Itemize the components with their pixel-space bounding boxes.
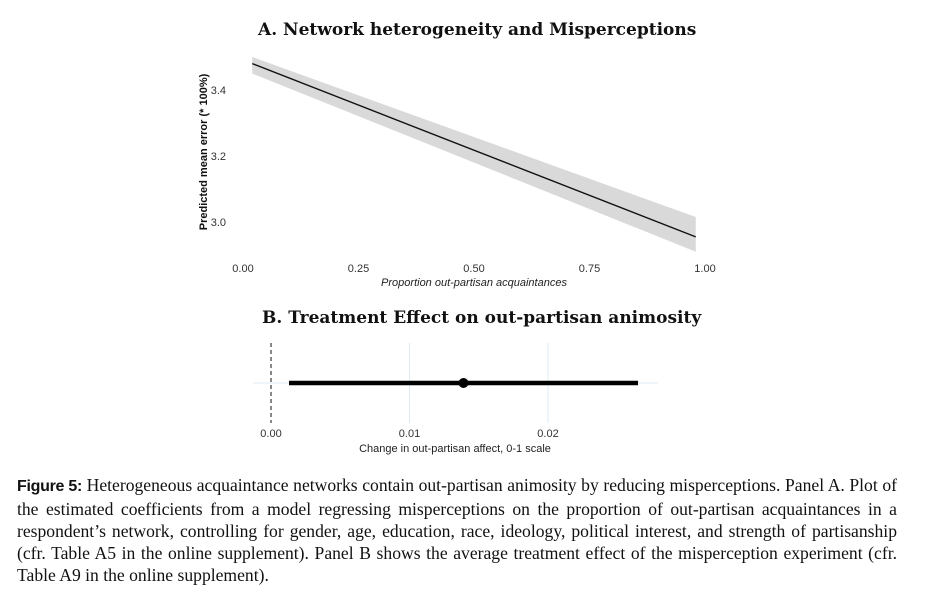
y-axis-label: Predicted mean error (* 100%) (198, 73, 210, 230)
figure-charts: 0.00 0.25 0.50 0.75 1.00 3.0 3.2 3.4 Proportion … (198, 57, 716, 455)
regression-line (251, 62, 697, 238)
x-tick-label: 0.50 (463, 263, 484, 275)
x-tick-label: 0.00 (260, 428, 281, 440)
x-tick-label: 1.00 (694, 263, 715, 275)
x-axis-label: Change in out-partisan affect, 0-1 scale (359, 443, 551, 455)
y-tick-label: 3.0 (211, 217, 226, 229)
y-tick-label: 3.2 (211, 151, 226, 163)
x-tick-label: 0.00 (232, 263, 253, 275)
figure-caption: Figure 5: Heterogeneous acquaintance net… (17, 474, 897, 586)
point-estimate (458, 378, 469, 388)
x-tick-label: 0.01 (399, 428, 420, 440)
panel-b-title: B. Treatment Effect on out-partisan anim… (262, 308, 702, 328)
caption-label: Figure 5: (17, 478, 83, 495)
x-tick-label: 0.02 (537, 428, 558, 440)
panel-a-title: A. Network heterogeneity and Mispercepti… (258, 20, 697, 40)
x-tick-label: 0.25 (348, 263, 369, 275)
x-axis-label: Proportion out-partisan acquaintances (381, 277, 567, 289)
caption-text: Heterogeneous acquaintance networks cont… (17, 475, 897, 585)
confidence-band (252, 57, 696, 252)
x-tick-label: 0.75 (579, 263, 600, 275)
y-tick-label: 3.4 (211, 85, 226, 97)
